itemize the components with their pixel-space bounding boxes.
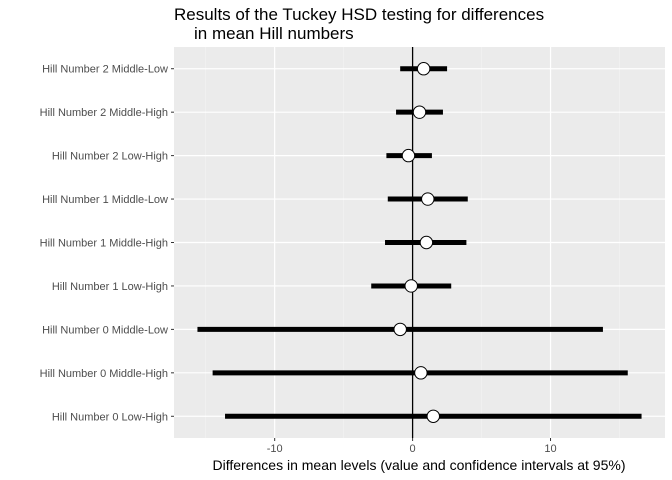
y-tick-label: Hill Number 1 Middle-Low [42, 194, 168, 206]
y-tick-label: Hill Number 1 Middle-High [40, 238, 168, 250]
y-axis-labels: Hill Number 2 Middle-Low Hill Number 2 Mi… [40, 64, 174, 423]
y-tick-label: Hill Number 2 Middle-Low [42, 64, 168, 76]
estimate-point [404, 279, 418, 293]
y-tick-label: Hill Number 2 Middle-High [40, 107, 168, 119]
x-tick-label: 0 [410, 443, 416, 455]
y-tick-label: Hill Number 1 Low-High [52, 281, 168, 293]
y-tick-label: Hill Number 0 Middle-High [40, 368, 168, 380]
estimate-point [426, 409, 440, 423]
estimate-point [412, 105, 427, 119]
x-axis-title: Differences in mean levels (value and co… [213, 457, 626, 473]
estimate-point [421, 192, 435, 206]
chart-title-line-2: in mean Hill numbers [194, 24, 354, 43]
y-tick-label: Hill Number 2 Low-High [52, 151, 168, 163]
y-tick-label: Hill Number 0 Low-High [52, 411, 168, 423]
y-tick-label: Hill Number 0 Middle-Low [42, 324, 168, 336]
estimate-point [401, 148, 416, 163]
estimate-point [419, 235, 434, 250]
x-axis-labels: -10 0 10 [267, 438, 557, 455]
x-tick-label: 10 [544, 443, 556, 455]
estimate-point-layer [393, 62, 440, 423]
x-tick-label: -10 [267, 443, 283, 455]
chart-title-line-1: Results of the Tuckey HSD testing for di… [174, 5, 544, 24]
estimate-point [414, 366, 428, 380]
estimate-point [416, 62, 431, 76]
estimate-point [393, 322, 407, 337]
